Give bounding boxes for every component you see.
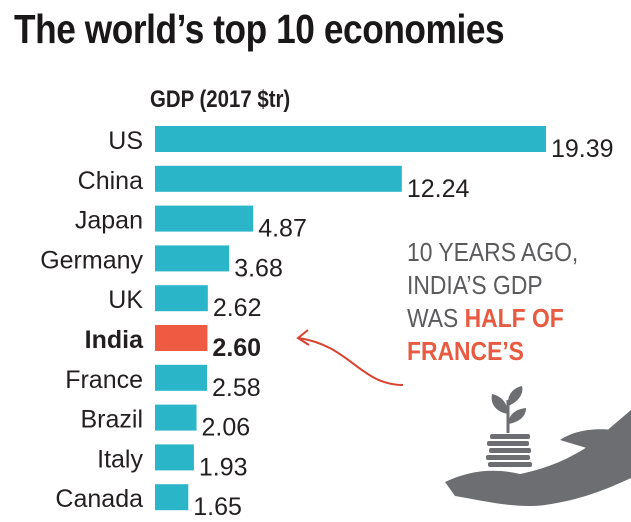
category-label-canada: Canada xyxy=(55,485,143,513)
bar-brazil xyxy=(155,404,197,431)
bar-china xyxy=(155,165,402,192)
value-label-uk: 2.62 xyxy=(213,294,262,322)
value-label-india: 2.60 xyxy=(212,334,261,362)
annotation-line-2: INDIA’S GDP xyxy=(407,270,543,300)
annotation-line-4: FRANCE’S xyxy=(407,336,524,366)
annotation-line-1: 10 YEARS AGO, xyxy=(407,237,579,267)
category-label-india: India xyxy=(85,326,144,354)
chart-title: The world’s top 10 economies xyxy=(14,6,505,52)
value-label-japan: 4.87 xyxy=(258,215,307,243)
category-label-brazil: Brazil xyxy=(80,406,143,434)
value-label-canada: 1.65 xyxy=(193,493,242,521)
bar-canada xyxy=(155,484,189,511)
value-label-italy: 1.93 xyxy=(199,453,248,481)
bar-germany xyxy=(155,245,230,272)
value-label-germany: 3.68 xyxy=(234,254,283,282)
axis-label: GDP (2017 $tr) xyxy=(150,86,291,113)
category-label-germany: Germany xyxy=(40,246,143,274)
value-label-france: 2.58 xyxy=(212,374,261,402)
bar-uk xyxy=(155,285,208,312)
value-label-china: 12.24 xyxy=(407,175,470,203)
annotation-text: 10 YEARS AGO, INDIA’S GDP WAS HALF OF FR… xyxy=(407,236,578,368)
value-label-brazil: 2.06 xyxy=(202,414,251,442)
bar-france xyxy=(155,364,208,391)
category-label-france: France xyxy=(65,366,143,394)
annotation-line-3-highlight: HALF OF xyxy=(464,303,564,333)
category-label-uk: UK xyxy=(108,286,143,314)
category-label-italy: Italy xyxy=(97,445,143,473)
bar-india xyxy=(155,325,208,351)
category-label-japan: Japan xyxy=(75,207,143,235)
annotation-line-3-plain: WAS xyxy=(407,303,465,333)
category-label-us: US xyxy=(108,127,143,155)
bar-italy xyxy=(155,444,194,471)
annotation-line-3: WAS HALF OF xyxy=(407,302,578,335)
bar-japan xyxy=(155,205,254,232)
category-label-china: China xyxy=(78,167,143,195)
bar-us xyxy=(155,126,546,152)
value-label-us: 19.39 xyxy=(551,135,614,163)
